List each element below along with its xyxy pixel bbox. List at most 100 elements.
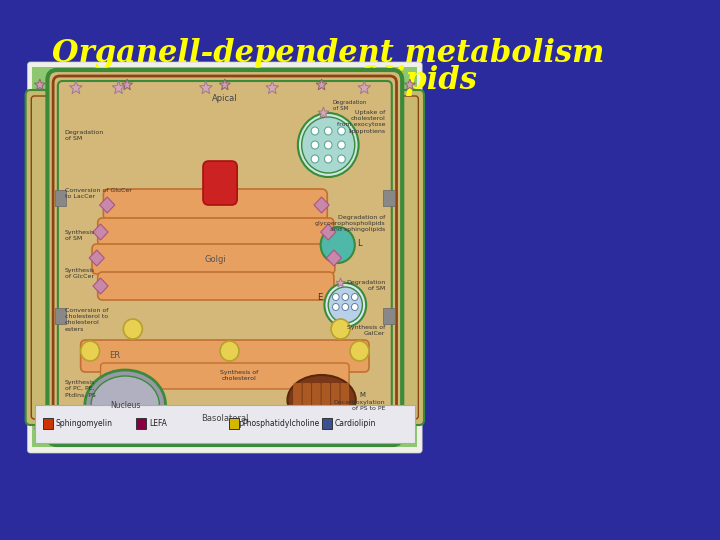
Circle shape <box>123 319 143 339</box>
Circle shape <box>351 303 358 310</box>
Bar <box>42 418 53 429</box>
FancyBboxPatch shape <box>341 383 349 417</box>
Polygon shape <box>35 79 45 90</box>
Circle shape <box>311 127 319 135</box>
Polygon shape <box>107 427 125 442</box>
Circle shape <box>325 127 332 135</box>
Text: Sphingomyelin: Sphingomyelin <box>56 420 113 429</box>
Text: Degradation
of SM: Degradation of SM <box>333 100 367 111</box>
Circle shape <box>351 294 358 300</box>
Polygon shape <box>93 278 108 294</box>
Circle shape <box>328 287 362 323</box>
FancyBboxPatch shape <box>312 383 320 417</box>
FancyBboxPatch shape <box>32 161 418 353</box>
Circle shape <box>325 141 332 149</box>
Text: Degradation
of SM: Degradation of SM <box>65 130 104 141</box>
Text: Conversion of
cholesterol to
cholesterol
esters: Conversion of cholesterol to cholesterol… <box>65 308 108 332</box>
Text: Synthesis
of GlcCer: Synthesis of GlcCer <box>65 268 95 279</box>
Bar <box>322 418 332 429</box>
FancyBboxPatch shape <box>386 90 424 425</box>
Polygon shape <box>188 427 205 442</box>
Circle shape <box>220 341 239 361</box>
FancyBboxPatch shape <box>98 218 334 246</box>
Text: Synthesis
of PC, PE,
PtdIns, PS: Synthesis of PC, PE, PtdIns, PS <box>65 380 95 397</box>
Circle shape <box>333 303 339 310</box>
Text: Degradation of
glycoerophospholipids
and sphingolipids: Degradation of glycoerophospholipids and… <box>315 215 385 232</box>
Text: ER: ER <box>109 352 120 361</box>
Circle shape <box>311 155 319 163</box>
Text: Golgi: Golgi <box>204 254 226 264</box>
Polygon shape <box>266 81 279 93</box>
Polygon shape <box>316 424 327 435</box>
Text: M: M <box>359 392 366 398</box>
Polygon shape <box>320 224 336 240</box>
Text: Basolateral: Basolateral <box>201 414 248 423</box>
Polygon shape <box>354 427 371 442</box>
Polygon shape <box>93 224 108 240</box>
Circle shape <box>325 283 366 327</box>
Polygon shape <box>314 197 329 213</box>
Polygon shape <box>318 107 329 118</box>
Text: Phosphatidylcholine: Phosphatidylcholine <box>242 420 319 429</box>
FancyBboxPatch shape <box>58 81 392 434</box>
Bar <box>383 308 395 324</box>
Text: L: L <box>356 239 361 247</box>
Text: Conversion of GluCer
to LacCer: Conversion of GluCer to LacCer <box>65 188 131 199</box>
FancyBboxPatch shape <box>331 383 340 417</box>
FancyBboxPatch shape <box>104 189 328 221</box>
FancyBboxPatch shape <box>98 272 334 300</box>
FancyBboxPatch shape <box>53 76 397 439</box>
Polygon shape <box>316 79 327 90</box>
FancyBboxPatch shape <box>203 161 237 205</box>
Bar <box>229 418 239 429</box>
FancyBboxPatch shape <box>81 340 369 372</box>
Polygon shape <box>363 420 375 433</box>
Circle shape <box>222 407 256 443</box>
Circle shape <box>331 319 350 339</box>
Polygon shape <box>112 420 125 433</box>
FancyBboxPatch shape <box>32 321 418 447</box>
Circle shape <box>350 341 369 361</box>
Polygon shape <box>326 250 341 266</box>
Circle shape <box>338 155 346 163</box>
FancyBboxPatch shape <box>27 62 422 453</box>
FancyBboxPatch shape <box>392 96 418 419</box>
Polygon shape <box>336 278 345 287</box>
Circle shape <box>320 227 355 263</box>
Text: Synthesis
of SM: Synthesis of SM <box>65 230 95 241</box>
Text: Decarboxylation
of PS to PE: Decarboxylation of PS to PE <box>333 400 385 411</box>
Polygon shape <box>35 424 45 435</box>
Polygon shape <box>209 420 222 433</box>
Polygon shape <box>122 424 132 435</box>
Text: LEFA: LEFA <box>149 420 167 429</box>
FancyBboxPatch shape <box>293 383 302 417</box>
Text: P: P <box>238 421 243 429</box>
Text: Cardiolipin: Cardiolipin <box>335 420 377 429</box>
Text: Degradation
of SM: Degradation of SM <box>346 280 385 291</box>
Bar <box>55 190 66 206</box>
Circle shape <box>325 155 332 163</box>
FancyBboxPatch shape <box>48 70 402 445</box>
FancyBboxPatch shape <box>32 67 418 195</box>
Ellipse shape <box>287 375 356 425</box>
Text: of lipids: of lipids <box>338 65 477 96</box>
FancyBboxPatch shape <box>302 383 311 417</box>
Polygon shape <box>112 81 125 93</box>
Circle shape <box>333 294 339 300</box>
Polygon shape <box>256 420 269 433</box>
Polygon shape <box>70 81 82 93</box>
Text: Nucleus: Nucleus <box>110 401 140 409</box>
Text: E: E <box>317 293 322 301</box>
Circle shape <box>302 117 355 173</box>
Text: Organell-dependent metabolism: Organell-dependent metabolism <box>52 38 605 69</box>
FancyBboxPatch shape <box>92 244 335 274</box>
Polygon shape <box>405 79 415 90</box>
Polygon shape <box>358 81 371 93</box>
Bar <box>135 418 146 429</box>
Polygon shape <box>316 427 333 442</box>
Polygon shape <box>199 81 212 93</box>
FancyBboxPatch shape <box>101 363 349 389</box>
FancyBboxPatch shape <box>35 405 415 443</box>
Bar <box>383 190 395 206</box>
Polygon shape <box>405 424 415 435</box>
